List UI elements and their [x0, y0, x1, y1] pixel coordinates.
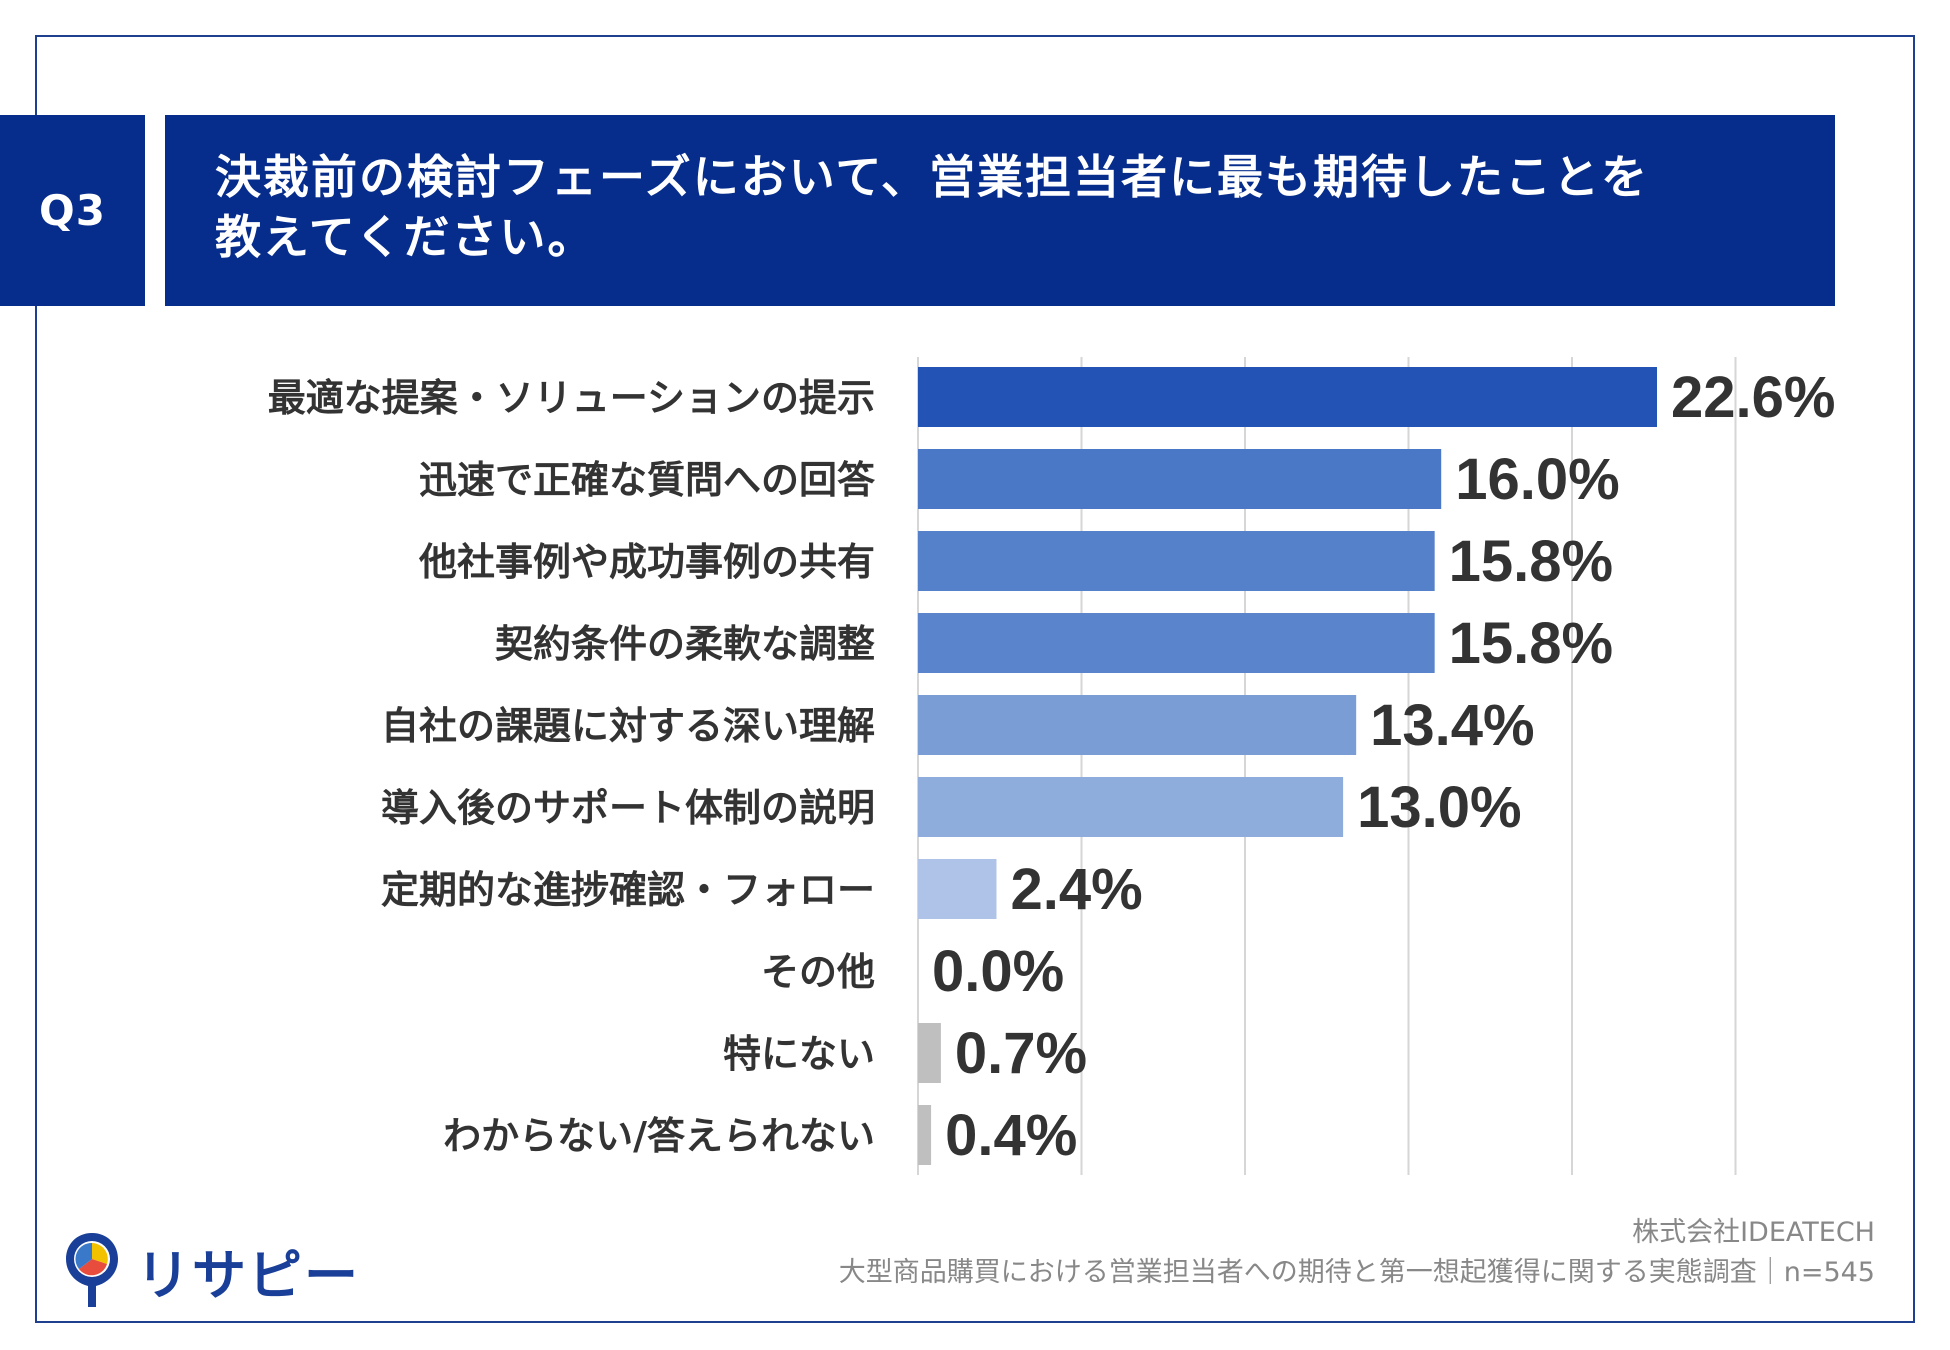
category-label-3: 契約条件の柔軟な調整 [495, 622, 875, 666]
footer-company: 株式会社IDEATECH [1632, 1217, 1875, 1248]
value-label-0: 22.6% [1671, 365, 1835, 430]
question-number-badge: Q3 [0, 115, 145, 306]
bar-9 [918, 1105, 932, 1165]
category-label-5: 導入後のサポート体制の説明 [381, 786, 875, 830]
bar-5 [918, 777, 1344, 837]
category-label-7: その他 [761, 950, 875, 994]
category-label-1: 迅速で正確な質問への回答 [419, 458, 876, 502]
brand-logo: リサピー [62, 1230, 360, 1310]
question-title-line-1: 決裁前の検討フェーズにおいて、営業担当者に最も期待したことを [215, 150, 1650, 204]
footer-survey-note: 大型商品購買における営業担当者への期待と第一想起獲得に関する実態調査｜n=545 [838, 1257, 1875, 1288]
question-title: 決裁前の検討フェーズにおいて、営業担当者に最も期待したことを 教えてください。 [165, 115, 1835, 306]
category-label-2: 他社事例や成功事例の共有 [418, 540, 875, 584]
bar-0 [918, 367, 1658, 427]
value-label-3: 15.8% [1449, 611, 1613, 676]
bar-4 [918, 695, 1357, 755]
value-label-6: 2.4% [1010, 857, 1142, 922]
pin-pie-icon [66, 1233, 118, 1307]
category-label-8: 特にない [723, 1032, 875, 1076]
value-label-4: 13.4% [1370, 693, 1534, 758]
question-title-line-2: 教えてください。 [215, 210, 596, 264]
bar-3 [918, 613, 1435, 673]
category-label-9: わからない/答えられない [443, 1114, 875, 1158]
category-label-0: 最適な提案・ソリューションの提示 [268, 376, 875, 420]
bar-8 [918, 1023, 941, 1083]
value-label-7: 0.0% [932, 939, 1064, 1004]
bar-1 [918, 449, 1442, 509]
value-label-2: 15.8% [1449, 529, 1613, 594]
value-label-9: 0.4% [945, 1103, 1077, 1168]
bar-6 [918, 859, 997, 919]
value-label-5: 13.0% [1357, 775, 1521, 840]
logo-text: リサピー [136, 1243, 360, 1307]
category-label-4: 自社の課題に対する深い理解 [381, 704, 875, 748]
category-label-6: 定期的な進捗確認・フォロー [381, 868, 875, 912]
bar-2 [918, 531, 1435, 591]
value-label-1: 16.0% [1455, 447, 1619, 512]
question-number: Q3 [39, 186, 106, 235]
outer-frame [35, 35, 1915, 1323]
value-label-8: 0.7% [955, 1021, 1087, 1086]
